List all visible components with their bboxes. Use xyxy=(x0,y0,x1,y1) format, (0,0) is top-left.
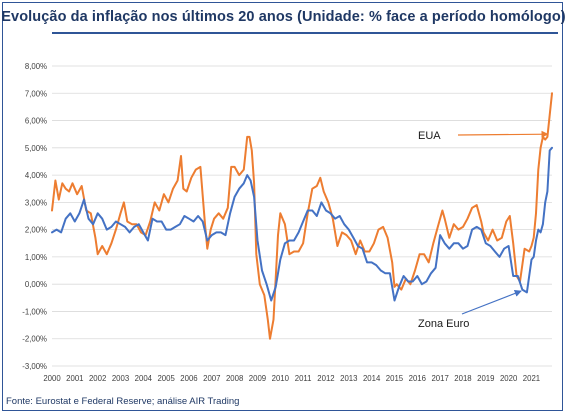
x-tick-label: 2011 xyxy=(295,374,312,383)
x-tick-label: 2007 xyxy=(203,374,220,383)
x-tick-label: 2017 xyxy=(431,374,448,383)
y-tick-label: 4,00% xyxy=(25,171,47,180)
series-line-zona-euro xyxy=(51,146,553,302)
x-tick-label: 2020 xyxy=(500,374,518,383)
title-underline xyxy=(52,32,558,34)
y-tick-label: 2,00% xyxy=(25,226,47,235)
x-tick-label: 2005 xyxy=(157,374,175,383)
y-tick-label: -2,00% xyxy=(22,335,47,344)
x-tick-label: 2014 xyxy=(363,374,381,383)
x-tick-label: 2012 xyxy=(317,374,334,383)
y-tick-label: 8,00% xyxy=(25,62,47,71)
y-tick-label: 5,00% xyxy=(25,144,47,153)
y-tick-label: 3,00% xyxy=(25,198,47,207)
y-tick-label: -1,00% xyxy=(22,307,47,316)
x-tick-label: 2001 xyxy=(66,374,83,383)
x-tick-label: 2008 xyxy=(226,374,243,383)
x-axis-ticks: 2000 2001 2002 2003 2004 2005 2006 2007 2008 2009… xyxy=(43,374,540,383)
x-tick-label: 2006 xyxy=(180,374,197,383)
chart-title: Evolução da inflação nos últimos 20 anos… xyxy=(1,9,566,25)
inflation-line-chart: -3,00% -2,00% -1,00% 0,00% 1,00% 2,00% 3,00% 4,… xyxy=(22,62,553,383)
x-tick-label: 2016 xyxy=(409,374,426,383)
series-line-eua xyxy=(51,92,553,340)
y-tick-label: 7,00% xyxy=(25,89,47,98)
x-tick-label: 2018 xyxy=(454,374,471,383)
x-tick-label: 2021 xyxy=(523,374,540,383)
x-tick-label: 2002 xyxy=(89,374,106,383)
x-tick-label: 2000 xyxy=(43,374,61,383)
x-tick-label: 2003 xyxy=(112,374,129,383)
y-axis-ticks: -3,00% -2,00% -1,00% 0,00% 1,00% 2,00% 3,00% 4,… xyxy=(22,62,47,371)
y-tick-label: 0,00% xyxy=(25,280,47,289)
gridlines xyxy=(52,65,552,367)
chart-frame xyxy=(2,2,563,411)
series-lines xyxy=(51,92,553,340)
annotation-arrow xyxy=(457,130,549,138)
y-tick-label: 1,00% xyxy=(25,253,47,262)
annotation-arrow xyxy=(461,289,522,315)
x-tick-label: 2010 xyxy=(272,374,290,383)
x-tick-label: 2004 xyxy=(135,374,153,383)
annotation-eua: EUA xyxy=(418,130,441,142)
x-tick-label: 2015 xyxy=(386,374,404,383)
x-tick-label: 2013 xyxy=(340,374,357,383)
source-note: Fonte: Eurostat e Federal Reserve; análi… xyxy=(6,396,240,407)
x-tick-label: 2019 xyxy=(477,374,494,383)
y-tick-label: 6,00% xyxy=(25,117,47,126)
annotations: EUA Zona Euro xyxy=(418,130,549,330)
annotation-zona-euro: Zona Euro xyxy=(418,318,469,330)
y-tick-label: -3,00% xyxy=(22,362,47,371)
x-tick-label: 2009 xyxy=(249,374,266,383)
